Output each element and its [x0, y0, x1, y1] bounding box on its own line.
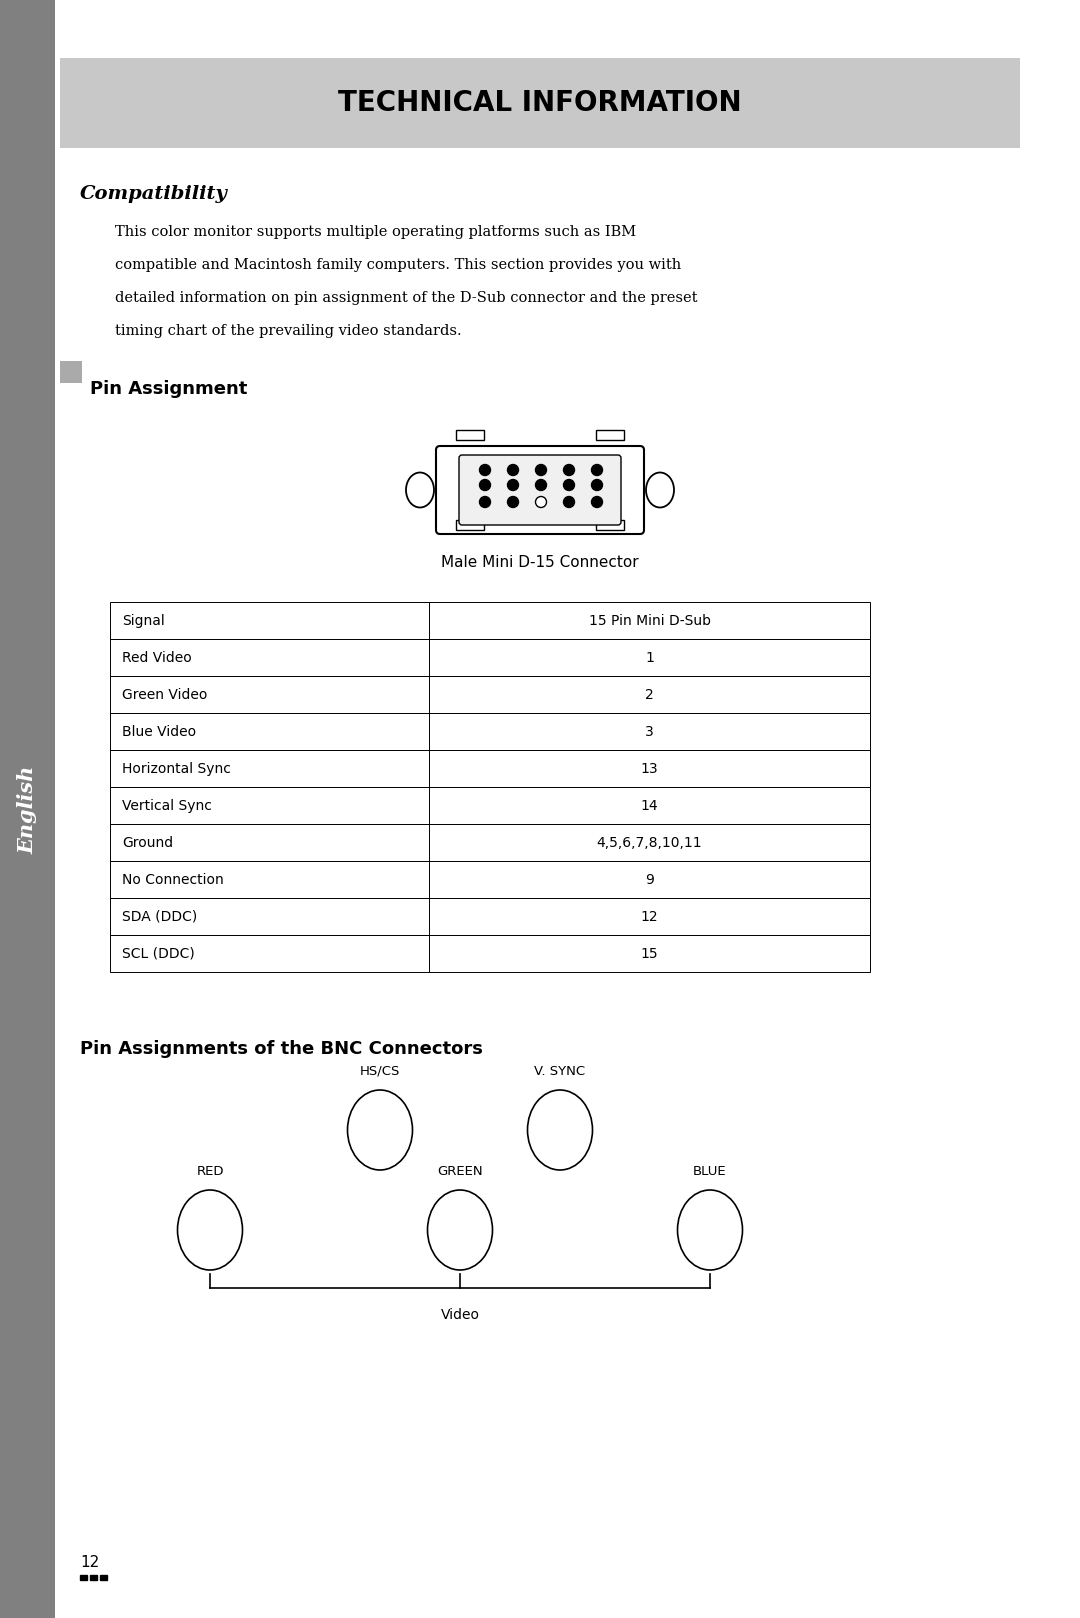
Bar — [110, 751, 870, 786]
Text: 15 Pin Mini D-Sub: 15 Pin Mini D-Sub — [589, 613, 711, 628]
Circle shape — [564, 497, 575, 508]
Text: Male Mini D-15 Connector: Male Mini D-15 Connector — [442, 555, 638, 570]
Bar — [456, 519, 484, 531]
Bar — [60, 58, 1020, 147]
Text: 12: 12 — [80, 1555, 99, 1569]
Text: 12: 12 — [640, 909, 659, 924]
Circle shape — [564, 464, 575, 476]
Bar — [110, 898, 870, 935]
Text: SCL (DDC): SCL (DDC) — [122, 947, 194, 961]
Bar — [80, 1574, 87, 1581]
Text: Blue Video: Blue Video — [122, 725, 197, 738]
Bar — [110, 861, 870, 898]
Text: HS/CS: HS/CS — [360, 1065, 401, 1078]
Circle shape — [564, 479, 575, 490]
Text: Ground: Ground — [122, 835, 173, 849]
Text: 2: 2 — [645, 688, 654, 702]
Text: English: English — [17, 765, 37, 854]
Ellipse shape — [677, 1189, 743, 1270]
Text: BLUE: BLUE — [693, 1165, 727, 1178]
Circle shape — [592, 497, 603, 508]
Circle shape — [480, 497, 490, 508]
Ellipse shape — [646, 472, 674, 508]
Text: 3: 3 — [645, 725, 654, 738]
Bar — [100, 1574, 107, 1581]
Text: Pin Assignment: Pin Assignment — [90, 380, 247, 398]
Bar — [110, 602, 870, 639]
Circle shape — [508, 479, 518, 490]
Text: 9: 9 — [645, 872, 654, 887]
Bar — [110, 639, 870, 676]
Text: RED: RED — [197, 1165, 224, 1178]
Text: Video: Video — [441, 1307, 480, 1322]
Ellipse shape — [348, 1091, 413, 1170]
Text: timing chart of the prevailing video standards.: timing chart of the prevailing video sta… — [114, 324, 461, 338]
Circle shape — [480, 464, 490, 476]
Text: compatible and Macintosh family computers. This section provides you with: compatible and Macintosh family computer… — [114, 257, 681, 272]
Ellipse shape — [406, 472, 434, 508]
Ellipse shape — [177, 1189, 243, 1270]
Bar — [596, 430, 624, 440]
Text: 4,5,6,7,8,10,11: 4,5,6,7,8,10,11 — [597, 835, 702, 849]
Bar — [110, 824, 870, 861]
Text: 15: 15 — [640, 947, 659, 961]
Circle shape — [508, 497, 518, 508]
Circle shape — [592, 479, 603, 490]
Text: SDA (DDC): SDA (DDC) — [122, 909, 198, 924]
Text: Signal: Signal — [122, 613, 165, 628]
Ellipse shape — [428, 1189, 492, 1270]
Text: detailed information on pin assignment of the D-Sub connector and the preset: detailed information on pin assignment o… — [114, 291, 698, 306]
Bar — [110, 676, 870, 714]
Text: Pin Assignments of the BNC Connectors: Pin Assignments of the BNC Connectors — [80, 1040, 483, 1058]
Bar — [110, 935, 870, 972]
Text: 13: 13 — [640, 762, 659, 775]
Text: Vertical Sync: Vertical Sync — [122, 799, 212, 812]
Bar — [456, 430, 484, 440]
Bar — [0, 0, 55, 1618]
Text: Compatibility: Compatibility — [80, 184, 228, 202]
Text: Green Video: Green Video — [122, 688, 207, 702]
Text: GREEN: GREEN — [437, 1165, 483, 1178]
Text: Horizontal Sync: Horizontal Sync — [122, 762, 231, 775]
Circle shape — [480, 479, 490, 490]
Text: TECHNICAL INFORMATION: TECHNICAL INFORMATION — [338, 89, 742, 116]
Bar — [596, 519, 624, 531]
Ellipse shape — [527, 1091, 593, 1170]
Bar — [110, 786, 870, 824]
FancyBboxPatch shape — [459, 455, 621, 524]
Text: 1: 1 — [645, 650, 654, 665]
Text: No Connection: No Connection — [122, 872, 224, 887]
Text: This color monitor supports multiple operating platforms such as IBM: This color monitor supports multiple ope… — [114, 225, 636, 239]
Circle shape — [536, 497, 546, 508]
Circle shape — [536, 464, 546, 476]
Circle shape — [592, 464, 603, 476]
Bar — [60, 361, 82, 383]
Bar — [90, 1574, 97, 1581]
Circle shape — [508, 464, 518, 476]
Text: Red Video: Red Video — [122, 650, 192, 665]
FancyBboxPatch shape — [436, 447, 644, 534]
Circle shape — [536, 479, 546, 490]
Bar — [110, 714, 870, 751]
Text: 14: 14 — [640, 799, 659, 812]
Text: V. SYNC: V. SYNC — [535, 1065, 585, 1078]
